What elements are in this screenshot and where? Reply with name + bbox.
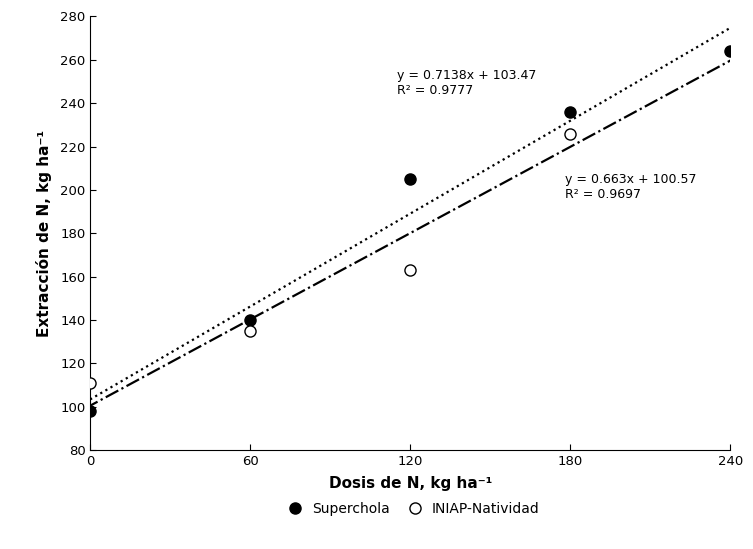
X-axis label: Dosis de N, kg ha⁻¹: Dosis de N, kg ha⁻¹	[329, 477, 492, 491]
Y-axis label: Extracción de N, kg ha⁻¹: Extracción de N, kg ha⁻¹	[36, 130, 52, 337]
Text: y = 0.663x + 100.57
R² = 0.9697: y = 0.663x + 100.57 R² = 0.9697	[565, 173, 697, 201]
Point	[564, 108, 576, 116]
Legend: Superchola, INIAP-Natividad: Superchola, INIAP-Natividad	[276, 496, 545, 522]
Point	[404, 175, 416, 183]
Point	[724, 47, 736, 55]
Point	[84, 379, 96, 388]
Point	[564, 129, 576, 138]
Point	[244, 327, 256, 335]
Point	[244, 316, 256, 324]
Point	[84, 407, 96, 416]
Text: y = 0.7138x + 103.47
R² = 0.9777: y = 0.7138x + 103.47 R² = 0.9777	[397, 69, 536, 97]
Point	[404, 266, 416, 274]
